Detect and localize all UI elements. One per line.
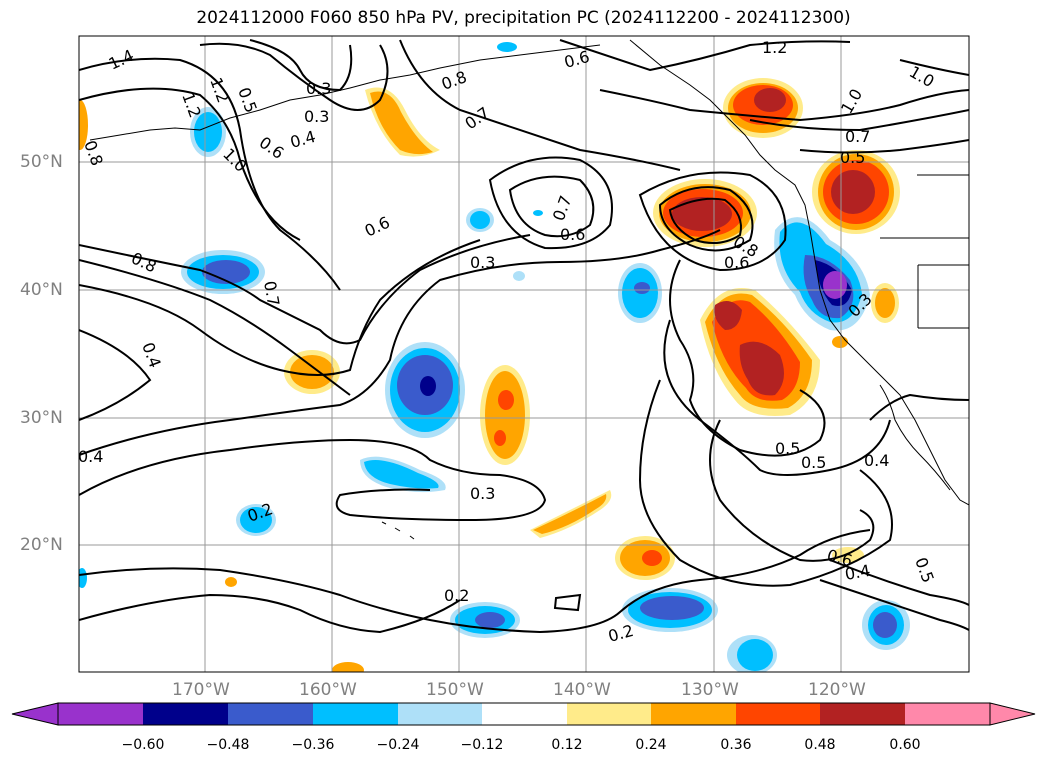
contour-label: 0.3 — [304, 107, 329, 126]
colorbar-tick: −0.36 — [291, 737, 335, 753]
contour-label: 0.6 — [724, 253, 749, 272]
colorbar-tick: 0.48 — [804, 737, 836, 753]
colorbar-tick: −0.48 — [206, 737, 250, 753]
colorbar-extend-low — [11, 702, 59, 726]
map-title: 2024112000 F060 850 hPa PV, precipitatio… — [196, 8, 851, 28]
colorbar-segment — [736, 703, 820, 725]
contour-label: 0.6 — [560, 225, 585, 244]
lon-label: 150°W — [426, 680, 484, 700]
colorbar-segment — [398, 703, 482, 725]
colorbar-segment — [567, 703, 651, 725]
contour-label: 0.5 — [775, 439, 800, 458]
colorbar-tick: −0.24 — [376, 737, 420, 753]
colorbar-extend-high — [989, 702, 1036, 726]
pv-contours — [79, 39, 969, 634]
map-area: 1.4 1.2 0.8 1.2 0.5 0.3 0.3 0.4 0.6 1.0 … — [78, 36, 969, 672]
contour-label: 0.4 — [78, 447, 103, 466]
colorbar-tick: 0.12 — [551, 737, 583, 753]
colorbar-segment — [58, 703, 143, 725]
contour-label: 0.3 — [306, 79, 331, 98]
contour-label: 0.2 — [444, 586, 469, 605]
colorbar-tick: 0.60 — [889, 737, 921, 753]
colorbar-tick: −0.12 — [460, 737, 504, 753]
colorbar-segment — [313, 703, 398, 725]
contour-label: 0.4 — [864, 451, 889, 470]
colorbar-segment — [651, 703, 736, 725]
contour-label: 0.7 — [845, 127, 870, 146]
colorbar-segment — [820, 703, 905, 725]
colorbar-tick: −0.60 — [121, 737, 165, 753]
contour-label: 0.4 — [843, 561, 871, 584]
contour-label: 0.3 — [470, 484, 495, 503]
lon-label: 170°W — [172, 680, 230, 700]
coastlines — [89, 39, 969, 540]
lat-label: 30°N — [20, 408, 63, 428]
colorbar-tick: 0.36 — [720, 737, 752, 753]
contour-label: 0.3 — [470, 253, 495, 272]
lon-label: 120°W — [808, 680, 866, 700]
lon-label: 160°W — [299, 680, 357, 700]
map-frame — [78, 35, 970, 673]
colorbar-segment — [143, 703, 228, 725]
contour-label: 0.5 — [801, 453, 826, 472]
lon-label: 140°W — [553, 680, 611, 700]
lon-label: 130°W — [681, 680, 739, 700]
contour-label: 0.5 — [840, 148, 865, 167]
colorbar-tick: 0.24 — [635, 737, 667, 753]
lat-label: 50°N — [20, 152, 63, 172]
contour-label: 0.7 — [260, 279, 283, 307]
colorbar-segment — [905, 703, 990, 725]
colorbar-segment — [228, 703, 313, 725]
colorbar-segment — [482, 703, 567, 725]
contour-label: 1.2 — [762, 38, 787, 57]
lat-label: 40°N — [20, 280, 63, 300]
colorbar — [11, 702, 1036, 726]
lat-label: 20°N — [20, 535, 63, 555]
